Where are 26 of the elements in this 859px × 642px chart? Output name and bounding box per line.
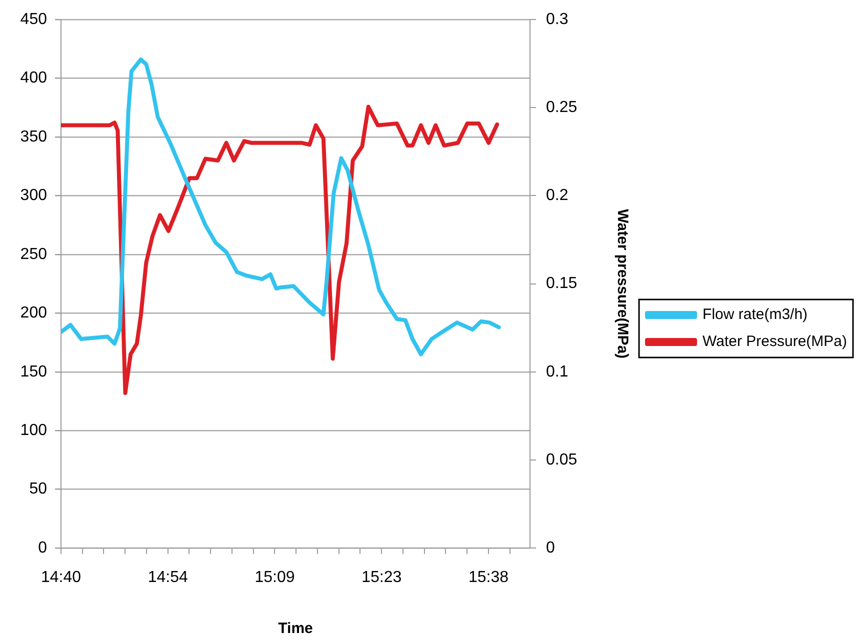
x-tick-label: 15:38 xyxy=(468,569,509,586)
x-tick-label: 14:40 xyxy=(40,569,82,586)
y-tick-label: 0 xyxy=(38,539,48,556)
y-tick-label: 100 xyxy=(20,422,48,439)
y-tick-label: 450 xyxy=(20,11,48,28)
y-tick-label: 250 xyxy=(20,246,48,263)
y-tick-label: 300 xyxy=(20,187,48,204)
y-tick-label: 350 xyxy=(20,128,48,146)
legend-label: Water Pressure(MPa) xyxy=(702,333,848,350)
x-tick-label: 15:23 xyxy=(362,569,402,586)
y2-tick-label: 0.25 xyxy=(546,99,578,116)
x-tick-label: 14:54 xyxy=(148,569,188,586)
x-axis-title: Time xyxy=(278,620,313,638)
y-tick-label: 400 xyxy=(20,70,48,87)
legend-label: Flow rate(m3/h) xyxy=(702,306,808,324)
x-tick-label: 15:09 xyxy=(254,569,295,586)
y2-tick-label: 0.3 xyxy=(546,11,568,28)
y2-tick-label: 0.05 xyxy=(546,451,578,468)
y2-tick-label: 0.15 xyxy=(546,275,578,292)
y2-tick-label: 0.2 xyxy=(546,187,568,204)
y2-axis-title: Water pressure(MPa) xyxy=(614,209,631,359)
y-tick-label: 150 xyxy=(20,363,48,380)
y-tick-label: 50 xyxy=(29,480,48,498)
y-tick-label: 200 xyxy=(20,304,48,322)
y2-tick-label: 0.1 xyxy=(546,363,568,380)
y2-tick-label: 0 xyxy=(546,539,556,556)
